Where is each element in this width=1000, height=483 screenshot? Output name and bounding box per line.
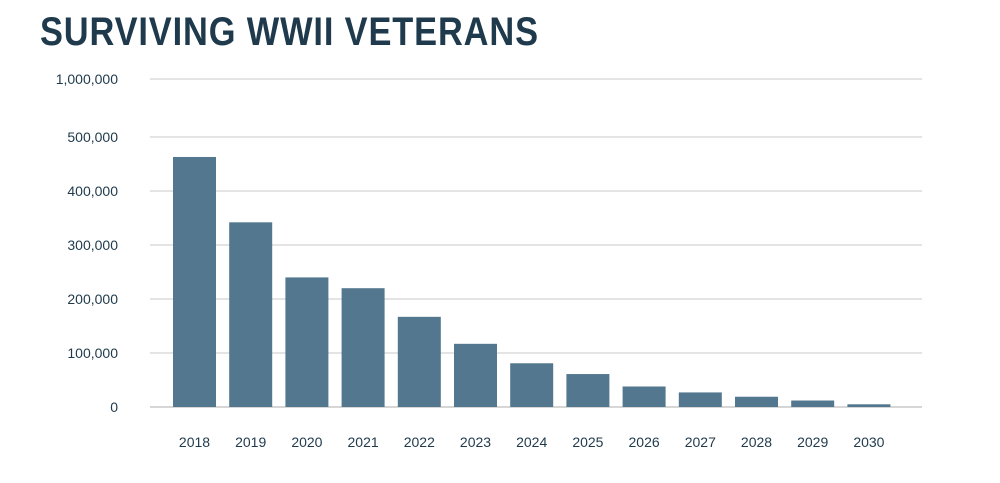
x-axis-tick-labels: 2018 2019 2020 2021 2022 2023 2024 2025 2026 2027…	[179, 434, 885, 450]
bar	[341, 288, 385, 407]
bar	[454, 343, 497, 407]
bar	[173, 156, 216, 407]
x-tick-label: 2022	[404, 434, 435, 450]
y-tick-label: 1,000,000	[56, 71, 118, 87]
gridlines	[150, 78, 922, 408]
x-tick-label: 2018	[179, 434, 210, 450]
bar	[510, 363, 554, 407]
y-tick-label: 500,000	[67, 129, 118, 145]
bar	[847, 404, 891, 407]
y-tick-label: 100,000	[67, 345, 118, 361]
y-tick-label: 200,000	[67, 291, 118, 307]
x-tick-label: 2020	[291, 434, 322, 450]
x-tick-label: 2026	[629, 434, 660, 450]
y-axis-tick-labels: 0 100,000 200,000 300,000 400,000 500,000 1,00…	[56, 71, 119, 415]
x-tick-label: 2027	[685, 434, 716, 450]
y-tick-label: 300,000	[67, 237, 118, 253]
x-tick-label: 2030	[853, 434, 884, 450]
bar	[735, 396, 778, 407]
bar	[622, 386, 666, 407]
x-tick-label: 2019	[235, 434, 266, 450]
y-tick-label: 0	[110, 399, 118, 415]
bar	[285, 277, 329, 407]
y-tick-label: 400,000	[67, 183, 118, 199]
bar	[678, 392, 722, 407]
x-tick-label: 2028	[741, 434, 772, 450]
x-tick-label: 2023	[460, 434, 491, 450]
x-tick-label: 2021	[348, 434, 379, 450]
bar	[791, 400, 835, 407]
bar	[566, 374, 610, 407]
bars	[173, 156, 891, 407]
bar	[397, 316, 441, 407]
x-tick-label: 2024	[516, 434, 547, 450]
chart-title: SURVIVING WWII VETERANS	[40, 10, 539, 54]
x-tick-label: 2029	[797, 434, 828, 450]
x-tick-label: 2025	[572, 434, 603, 450]
bar	[229, 222, 273, 407]
